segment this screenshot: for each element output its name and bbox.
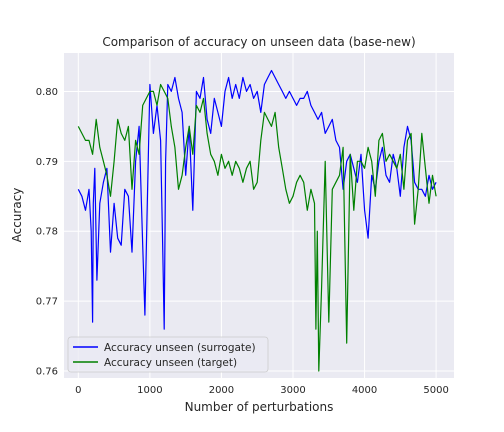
y-tick-label: 0.76 (36, 367, 58, 378)
legend-label-target: Accuracy unseen (target) (104, 357, 237, 369)
legend-box (67, 336, 269, 373)
x-tick-label: 4000 (352, 385, 377, 396)
series-layer (77, 69, 437, 372)
y-tick-label: 0.79 (36, 157, 58, 168)
x-tick-label: 2000 (209, 385, 234, 396)
y-axis-label: Accuracy (10, 188, 24, 243)
legend-label-surrogate: Accuracy unseen (surrogate) (104, 342, 256, 354)
x-tick-label: 0 (75, 385, 81, 396)
y-tick-label: 0.77 (36, 297, 58, 308)
legend: Accuracy unseen (surrogate) Accuracy uns… (67, 336, 269, 373)
chart-title: Comparison of accuracy on unseen data (b… (102, 35, 415, 49)
series-line-target (77, 83, 437, 372)
x-tick-label: 3000 (280, 385, 305, 396)
plot-area (64, 53, 454, 378)
series-line-surrogate (77, 69, 437, 330)
x-tick-label: 1000 (137, 385, 162, 396)
tick-labels: 0 1000 2000 3000 4000 5000 0.76 0.77 0.78 0.79 0.8… (36, 87, 449, 396)
x-tick-label: 5000 (423, 385, 448, 396)
y-tick-label: 0.80 (36, 87, 58, 98)
x-axis-label: Number of perturbations (185, 400, 334, 414)
y-tick-label: 0.78 (36, 227, 58, 238)
